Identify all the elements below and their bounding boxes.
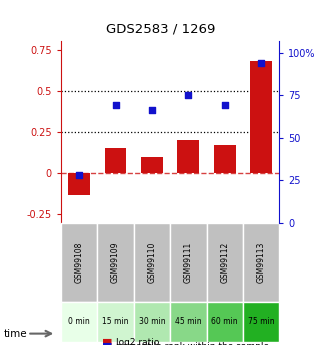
- Bar: [141, 157, 163, 173]
- Text: GSM99108: GSM99108: [75, 241, 84, 283]
- Bar: [243, 223, 279, 302]
- Text: 30 min: 30 min: [139, 317, 165, 326]
- Bar: [243, 302, 279, 342]
- Text: GSM99111: GSM99111: [184, 241, 193, 283]
- Text: time: time: [3, 329, 27, 338]
- Bar: [178, 140, 199, 173]
- Bar: [97, 302, 134, 342]
- Text: 75 min: 75 min: [248, 317, 274, 326]
- Text: 15 min: 15 min: [102, 317, 129, 326]
- Bar: [170, 223, 206, 302]
- Bar: [61, 223, 97, 302]
- Point: [77, 172, 82, 178]
- Text: 0 min: 0 min: [68, 317, 90, 326]
- Text: GSM99109: GSM99109: [111, 241, 120, 283]
- Text: ■: ■: [102, 337, 113, 345]
- Text: 60 min: 60 min: [212, 317, 238, 326]
- Point: [222, 103, 227, 108]
- Bar: [97, 223, 134, 302]
- Text: 45 min: 45 min: [175, 317, 202, 326]
- Point: [186, 92, 191, 98]
- Bar: [61, 302, 97, 342]
- Text: log2 ratio: log2 ratio: [116, 338, 159, 345]
- Bar: [206, 302, 243, 342]
- Text: percentile rank within the sample: percentile rank within the sample: [116, 342, 269, 345]
- Bar: [206, 223, 243, 302]
- Text: GSM99113: GSM99113: [256, 241, 265, 283]
- Bar: [214, 145, 236, 173]
- Bar: [134, 302, 170, 342]
- Text: GDS2583 / 1269: GDS2583 / 1269: [106, 22, 215, 36]
- Text: GSM99110: GSM99110: [147, 241, 156, 283]
- Text: GSM99112: GSM99112: [220, 241, 229, 283]
- Bar: [68, 173, 90, 195]
- Bar: [250, 61, 272, 173]
- Bar: [105, 148, 126, 173]
- Point: [113, 103, 118, 108]
- Text: ■: ■: [102, 341, 113, 345]
- Point: [258, 60, 264, 66]
- Bar: [170, 302, 206, 342]
- Point: [149, 108, 154, 113]
- Bar: [134, 223, 170, 302]
